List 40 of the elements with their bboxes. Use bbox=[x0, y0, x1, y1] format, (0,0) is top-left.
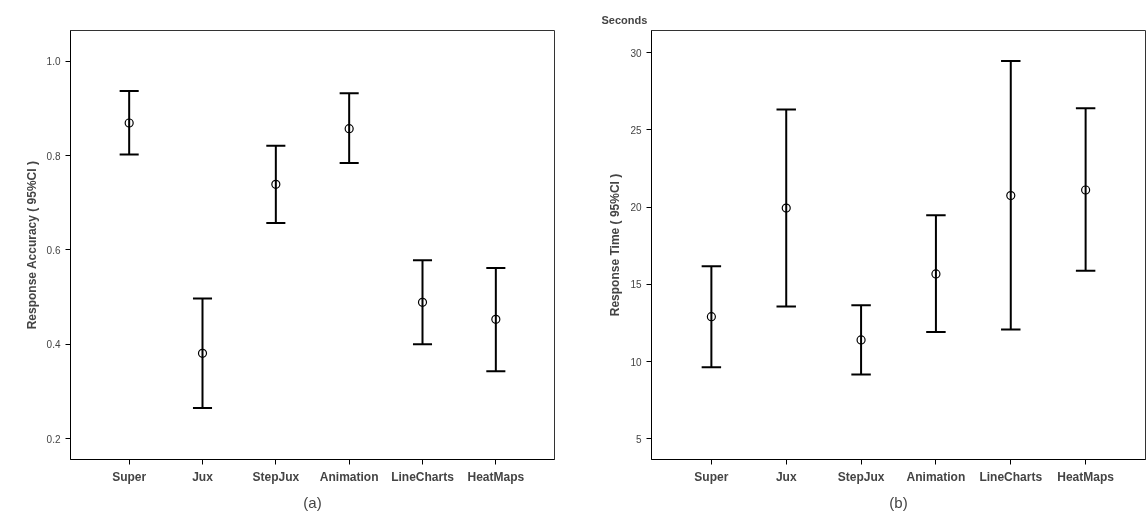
point bbox=[417, 297, 428, 307]
x-tick-label: Animation bbox=[319, 469, 379, 484]
point bbox=[781, 203, 791, 213]
y-tick-label: 0.6 bbox=[46, 244, 61, 256]
point bbox=[1006, 190, 1016, 201]
point bbox=[931, 269, 941, 279]
y-tick-label: 20 bbox=[630, 202, 642, 214]
point bbox=[491, 314, 501, 324]
y-tick-label: 0.8 bbox=[46, 150, 61, 162]
point bbox=[1081, 185, 1091, 195]
x-tick-label: Super bbox=[694, 469, 729, 484]
text: (b) bbox=[889, 493, 908, 511]
point bbox=[197, 348, 208, 358]
y-tick-label: 25 bbox=[630, 124, 642, 136]
x-tick-label: Super bbox=[112, 469, 147, 484]
x-tick-label: LineCharts bbox=[979, 469, 1043, 484]
x-tick-label: Jux bbox=[192, 469, 214, 484]
y-tick-label: 15 bbox=[630, 279, 642, 291]
y-tick-label: 0.4 bbox=[46, 339, 61, 351]
x-tick-label: Animation bbox=[906, 469, 966, 484]
x-tick-label: Jux bbox=[775, 469, 797, 484]
point bbox=[124, 118, 134, 128]
x-tick-label: StepJux bbox=[252, 469, 300, 484]
y-axis-title: Response Time ( 95%CI ) bbox=[608, 173, 623, 317]
point bbox=[271, 179, 281, 189]
y-tick-label: 0.2 bbox=[46, 433, 61, 445]
x-tick-label: HeatMaps bbox=[1057, 469, 1115, 484]
point bbox=[706, 312, 716, 322]
y-tick-label: 30 bbox=[630, 47, 642, 59]
x-tick-label: StepJux bbox=[837, 469, 885, 484]
point bbox=[344, 124, 354, 134]
text: Seconds bbox=[601, 13, 648, 26]
x-tick-label: LineCharts bbox=[391, 469, 455, 484]
y-tick-label: 1.0 bbox=[46, 56, 61, 68]
y-tick-label: 10 bbox=[630, 356, 642, 368]
x-tick-label: HeatMaps bbox=[467, 469, 525, 484]
y-tick-label: 5 bbox=[635, 433, 642, 445]
point bbox=[856, 335, 866, 345]
y-axis-title: Response Accuracy ( 95%CI ) bbox=[24, 161, 39, 330]
text: (a) bbox=[303, 493, 322, 511]
